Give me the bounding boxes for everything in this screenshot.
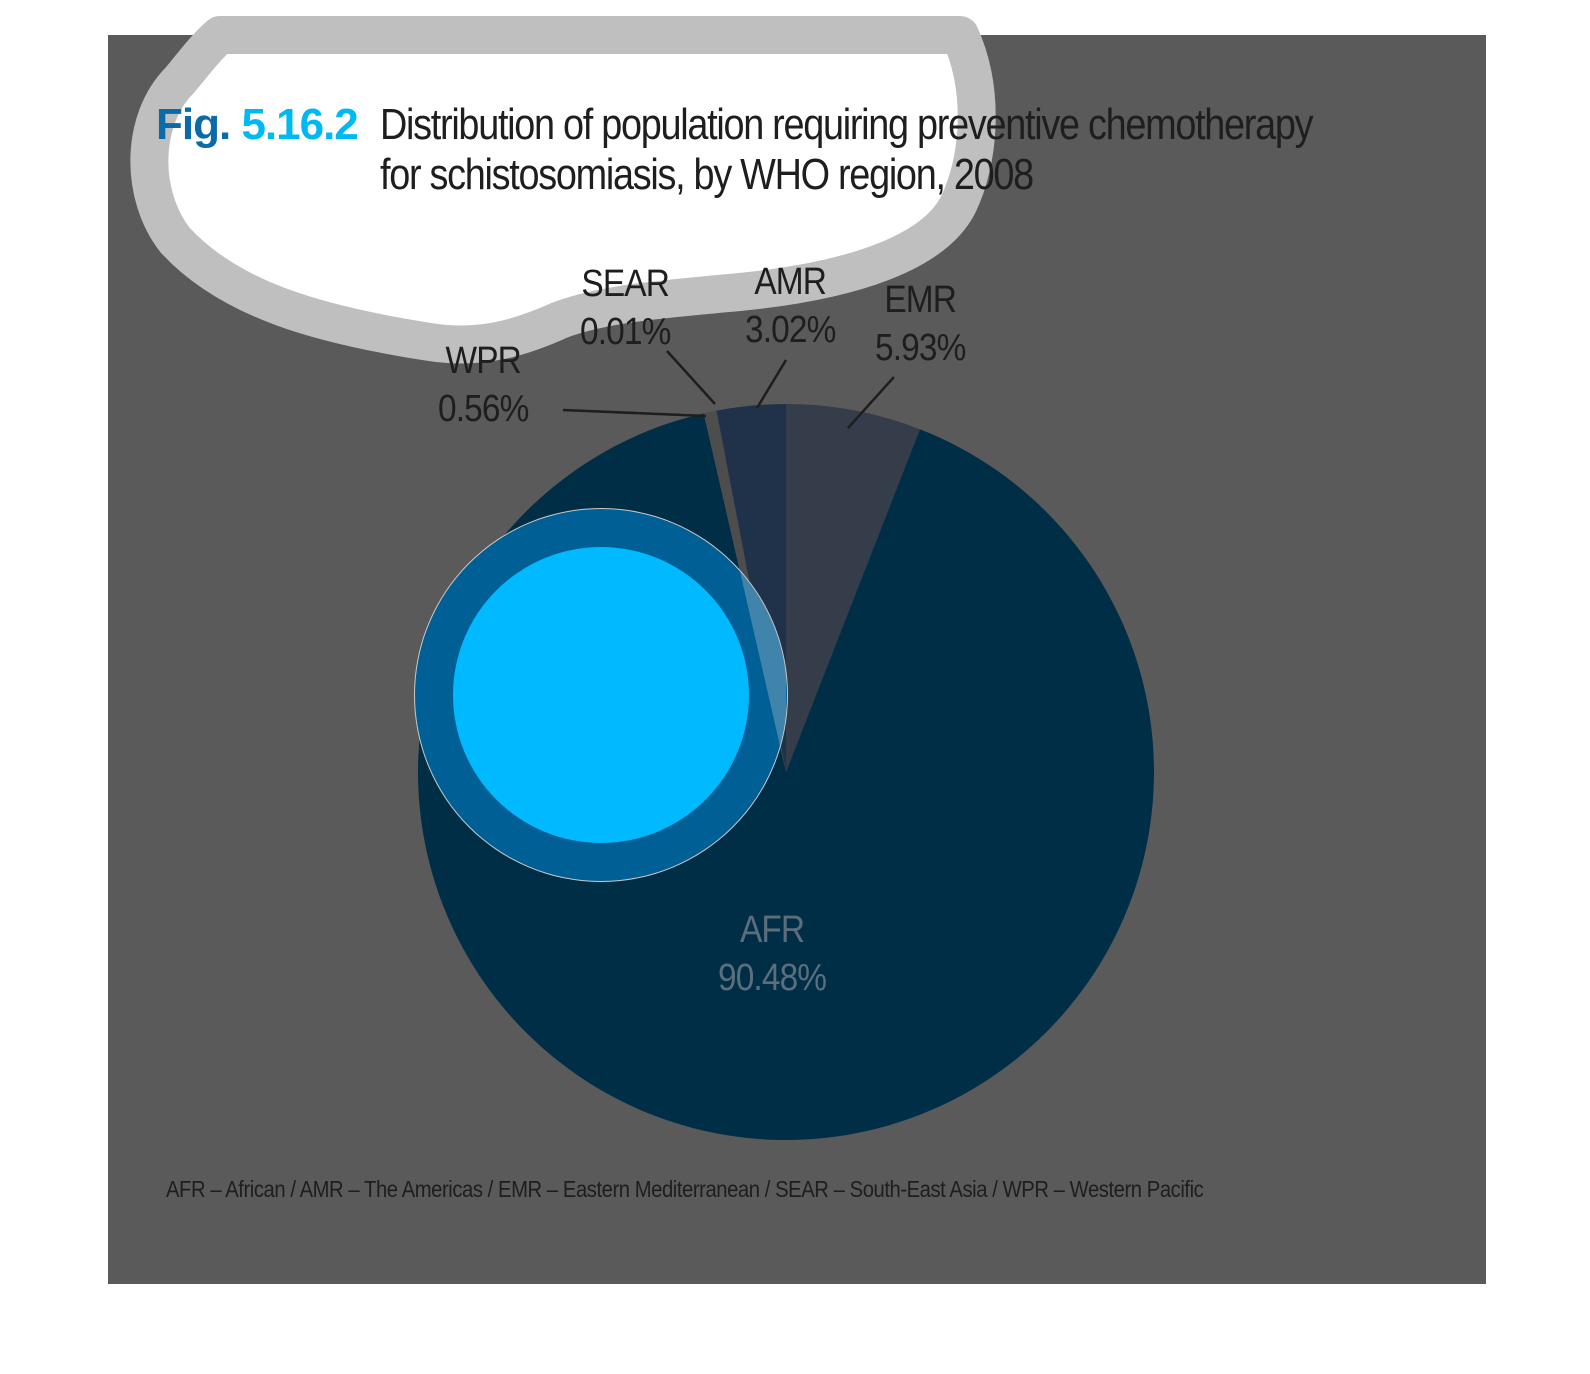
- chart-title-line-2: for schistosomiasis, by WHO region, 2008: [380, 150, 1034, 199]
- slice-label-sear: SEAR 0.01%: [580, 260, 671, 356]
- title-bubble: [130, 16, 996, 364]
- pie-slice-emr: [786, 404, 920, 772]
- decor-circle-slice-overlay: [703, 509, 786, 772]
- figure-number: Fig. 5.16.2: [156, 100, 359, 150]
- slice-label-afr-value: 90.48%: [718, 957, 827, 999]
- slice-label-emr-name: EMR: [884, 279, 957, 321]
- figure-word: Fig.: [156, 100, 231, 149]
- wpr-leader-line: [562, 408, 707, 418]
- slice-label-amr-value: 3.02%: [745, 309, 836, 351]
- emr-leader-line: [847, 376, 895, 429]
- region-footnote: AFR – African / AMR – The Americas / EMR…: [166, 1176, 1204, 1202]
- slice-label-wpr-value: 0.56%: [438, 388, 529, 430]
- slice-label-wpr-name: WPR: [445, 340, 522, 382]
- chart-title-line-1: Distribution of population requiring pre…: [380, 100, 1314, 149]
- sear-leader-line: [666, 350, 716, 405]
- amr-leader-line: [755, 359, 788, 409]
- figure-id: 5.16.2: [241, 100, 358, 149]
- slice-label-afr-name: AFR: [739, 909, 805, 951]
- slice-label-amr-name: AMR: [754, 261, 827, 303]
- decor-circle-inner: [453, 547, 749, 843]
- slice-label-sear-name: SEAR: [581, 263, 669, 305]
- slice-label-afr: AFR 90.48%: [718, 906, 827, 1002]
- slice-label-amr: AMR 3.02%: [745, 258, 836, 354]
- slice-label-sear-value: 0.01%: [580, 311, 671, 353]
- slice-label-emr-value: 5.93%: [875, 327, 966, 369]
- slice-label-emr: EMR 5.93%: [875, 276, 966, 372]
- slice-label-wpr: WPR 0.56%: [438, 337, 529, 433]
